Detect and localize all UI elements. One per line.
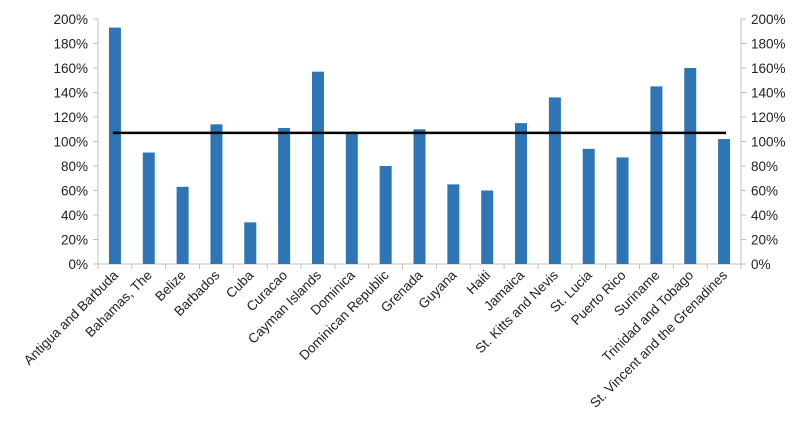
y-tick-label-left: 0%	[68, 257, 88, 272]
y-tick-label-left: 120%	[53, 110, 88, 125]
y-tick-label-right: 160%	[751, 61, 786, 76]
y-tick-label-left: 140%	[53, 86, 88, 101]
y-tick-label-left: 80%	[61, 159, 88, 174]
y-tick-label-right: 180%	[751, 37, 786, 52]
y-tick-label-left: 20%	[61, 233, 88, 248]
bar	[515, 123, 528, 264]
y-tick-label-right: 40%	[751, 208, 778, 223]
y-tick-label-right: 0%	[751, 257, 771, 272]
y-tick-label-right: 200%	[751, 12, 786, 27]
y-tick-label-left: 160%	[53, 61, 88, 76]
bar	[278, 128, 291, 264]
bar	[616, 157, 629, 264]
bar	[548, 97, 561, 265]
y-tick-label-left: 100%	[53, 135, 88, 150]
y-tick-label-left: 200%	[53, 12, 88, 27]
bar	[413, 129, 426, 264]
y-tick-label-right: 100%	[751, 135, 786, 150]
bar	[210, 124, 223, 264]
x-tick-label: Haiti	[464, 268, 494, 298]
y-axis-right-labels: 0% 20% 40% 60% 80% 100% 120% 140% 160% 180% 200%	[751, 12, 786, 272]
bar	[582, 148, 595, 264]
y-tick-label-right: 140%	[751, 86, 786, 101]
bar	[379, 166, 392, 264]
bar	[108, 27, 121, 265]
bar	[481, 190, 494, 264]
bar	[447, 184, 460, 264]
bar	[345, 132, 358, 264]
y-tick-label-right: 20%	[751, 233, 778, 248]
bar	[718, 139, 731, 264]
y-tick-label-right: 60%	[751, 184, 778, 199]
x-tick-label: Guyana	[415, 267, 459, 311]
bar	[142, 152, 155, 264]
y-tick-label-left: 40%	[61, 208, 88, 223]
y-tick-label-right: 120%	[751, 110, 786, 125]
bar	[684, 68, 697, 264]
y-tick-label-right: 80%	[751, 159, 778, 174]
bar	[311, 71, 324, 264]
y-axis-left-labels: 0% 20% 40% 60% 80% 100% 120% 140% 160% 180% 200%	[53, 12, 88, 272]
bar	[176, 186, 189, 264]
bar	[650, 86, 663, 264]
y-tick-label-left: 60%	[61, 184, 88, 199]
y-tick-label-left: 180%	[53, 37, 88, 52]
bars	[108, 27, 731, 265]
bar	[244, 222, 257, 264]
